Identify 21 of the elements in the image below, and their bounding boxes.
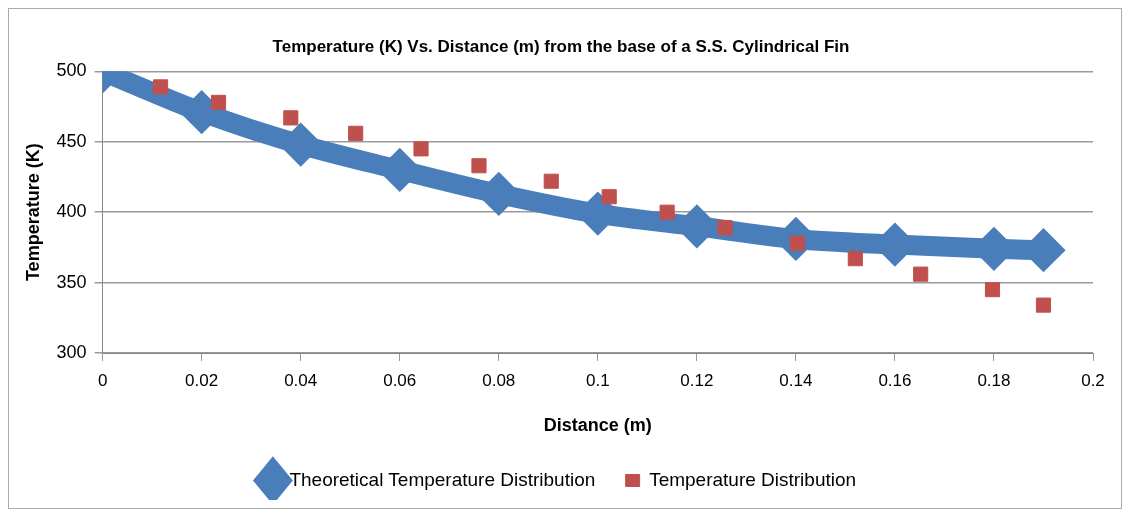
y-tick-label: 450	[56, 130, 87, 151]
x-tick-label: 0.08	[482, 370, 516, 390]
x-tick-label: 0.12	[680, 370, 714, 390]
legend-label: Temperature Distribution	[649, 468, 857, 490]
y-tick-label: 500	[56, 60, 87, 81]
x-tick-label: 0.1	[586, 370, 610, 390]
y-axis-title: Temperature (K)	[22, 143, 43, 282]
chart-title: Temperature (K) Vs. Distance (m) from the base of a S.S. Cylindrical Fin	[272, 36, 850, 56]
x-axis-title: Distance (m)	[543, 415, 652, 436]
x-tick-label: 0.18	[977, 370, 1011, 390]
x-tick-label: 0.06	[383, 370, 417, 390]
x-tick-label: 0.02	[185, 370, 219, 390]
legend-label: Theoretical Temperature Distribution	[289, 468, 596, 490]
y-tick-label: 300	[56, 341, 87, 362]
x-tick-label: 0.2	[1081, 370, 1105, 390]
y-tick-label: 400	[56, 201, 87, 222]
x-tick-label: 0.14	[779, 370, 813, 390]
x-tick-label: 0.04	[284, 370, 318, 390]
y-tick-label: 350	[56, 271, 87, 292]
x-tick-label: 0.16	[878, 370, 912, 390]
x-tick-label: 0	[97, 370, 108, 390]
